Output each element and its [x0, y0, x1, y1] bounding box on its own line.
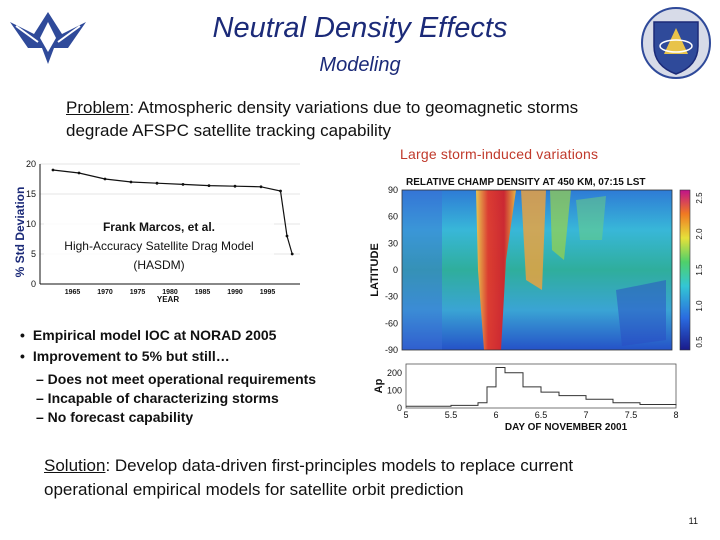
data-point — [129, 180, 133, 184]
ap-x-tick-label: 7 — [583, 410, 588, 420]
ap-x-tick-label: 6.5 — [535, 410, 548, 420]
latitude-tick-label: -90 — [385, 345, 398, 355]
ap-index-line — [406, 367, 677, 407]
credit-line3: (HASDM) — [133, 258, 185, 272]
data-point — [103, 177, 107, 181]
data-point — [155, 181, 159, 185]
storm-band — [476, 190, 516, 350]
ap-y-tick-label: 200 — [387, 368, 402, 378]
x-tick-label: 1970 — [97, 289, 113, 296]
latitude-tick-label: -30 — [385, 292, 398, 302]
std-chart-xlabel: YEAR — [157, 295, 179, 304]
colorbar-tick-label: 2.0 — [695, 228, 704, 240]
latitude-tick-label: 90 — [388, 185, 398, 195]
x-tick-label: 1990 — [227, 289, 243, 296]
heatmap-ylabel: LATITUDE — [369, 243, 381, 297]
ap-x-tick-label: 6 — [493, 410, 498, 420]
solution-label: Solution — [44, 456, 106, 475]
latitude-tick-label: 60 — [388, 212, 398, 222]
problem-text-line1: : Atmospheric density variations due to … — [129, 98, 579, 117]
sub-bullet-list: – Does not meet operational requirements… — [36, 370, 316, 427]
data-point — [207, 184, 211, 187]
hasdm-credit: Frank Marcos, et al. High-Accuracy Satel… — [44, 218, 274, 275]
colorbar-tick-label: 2.5 — [695, 192, 704, 204]
ap-index-chart: Ap 0 100 200 5 5.5 6 6.5 7 7.5 8 DAY OF NOVEMBER … — [373, 363, 679, 433]
ap-chart-xlabel: DAY OF NOVEMBER 2001 — [505, 422, 628, 433]
page-title: Neutral Density Effects — [212, 12, 508, 44]
problem-text-line2: degrade AFSPC satellite tracking capabil… — [66, 121, 392, 140]
x-tick-label: 1995 — [260, 289, 276, 296]
std-deviation-chart: 0 5 10 15 20 1965 1970 1975 1980 1985 1990 1995 % S… — [13, 159, 300, 304]
credit-name: Frank Marcos, et al. — [102, 220, 216, 234]
data-point — [259, 185, 263, 189]
latitude-tick-label: 0 — [393, 265, 398, 275]
std-chart-ylabel: % Std Deviation — [13, 187, 27, 278]
sub-bullet-item: – Incapable of characterizing storms — [36, 390, 279, 406]
ap-y-tick-label: 100 — [387, 385, 402, 395]
ap-y-tick-label: 0 — [397, 403, 402, 413]
x-tick-label: 1975 — [130, 289, 146, 296]
champ-density-heatmap: RELATIVE CHAMP DENSITY AT 450 KM, 07:15 … — [369, 177, 704, 355]
problem-label: Problem — [66, 98, 130, 117]
ap-frame — [405, 363, 677, 409]
y-tick-label: 5 — [31, 249, 36, 259]
y-tick-label: 0 — [31, 279, 36, 289]
colorbar — [679, 189, 691, 351]
page-subtitle: Modeling — [319, 54, 401, 76]
ap-x-tick-label: 5.5 — [445, 410, 458, 420]
y-tick-label: 10 — [26, 219, 36, 229]
sub-bullet-item: – No forecast capability — [36, 409, 194, 425]
data-point — [181, 183, 185, 186]
page-number: 11 — [688, 516, 698, 526]
y-tick-label: 15 — [26, 189, 36, 199]
ap-x-tick-label: 7.5 — [625, 410, 638, 420]
data-point — [290, 252, 294, 256]
data-point — [51, 168, 55, 172]
data-point — [77, 171, 81, 175]
latitude-tick-label: 30 — [388, 238, 398, 248]
colorbar-tick-label: 1.5 — [695, 264, 704, 276]
afspc-shield-icon — [641, 7, 711, 79]
problem-statement: Problem: Atmospheric density variations … — [66, 96, 706, 142]
solution-text-line2: operational empirical models for satelli… — [44, 480, 464, 499]
storm-label: Large storm-induced variations — [400, 146, 599, 162]
air-force-logo-icon — [10, 12, 86, 64]
ap-chart-ylabel: Ap — [373, 378, 385, 393]
x-tick-label: 1965 — [65, 289, 81, 296]
y-tick-label: 20 — [26, 159, 36, 169]
credit-line2: High-Accuracy Satellite Drag Model — [64, 239, 254, 253]
sub-bullet-item: – Does not meet operational requirements — [36, 371, 317, 387]
colorbar-tick-label: 1.0 — [695, 300, 704, 312]
data-point — [233, 184, 237, 188]
bullet-item: Improvement to 5% but still… — [20, 346, 380, 367]
data-point — [279, 189, 282, 193]
latitude-tick-label: -60 — [385, 318, 398, 328]
solution-text-line1: : Develop data-driven first-principles m… — [105, 456, 574, 475]
x-tick-label: 1985 — [195, 289, 211, 296]
x-tick-label: 1980 — [162, 289, 178, 296]
ap-x-tick-label: 5 — [403, 410, 408, 420]
heatmap-title: RELATIVE CHAMP DENSITY AT 450 KM, 07:15 … — [406, 177, 646, 188]
data-point — [285, 234, 289, 238]
colorbar-tick-label: 0.5 — [695, 336, 704, 348]
ap-x-tick-label: 8 — [673, 410, 678, 420]
bullet-item: Empirical model IOC at NORAD 2005 — [20, 325, 380, 346]
solution-statement: Solution: Develop data-driven first-prin… — [44, 454, 704, 502]
bullet-list: Empirical model IOC at NORAD 2005 Improv… — [20, 325, 380, 367]
std-deviation-line — [52, 169, 293, 255]
